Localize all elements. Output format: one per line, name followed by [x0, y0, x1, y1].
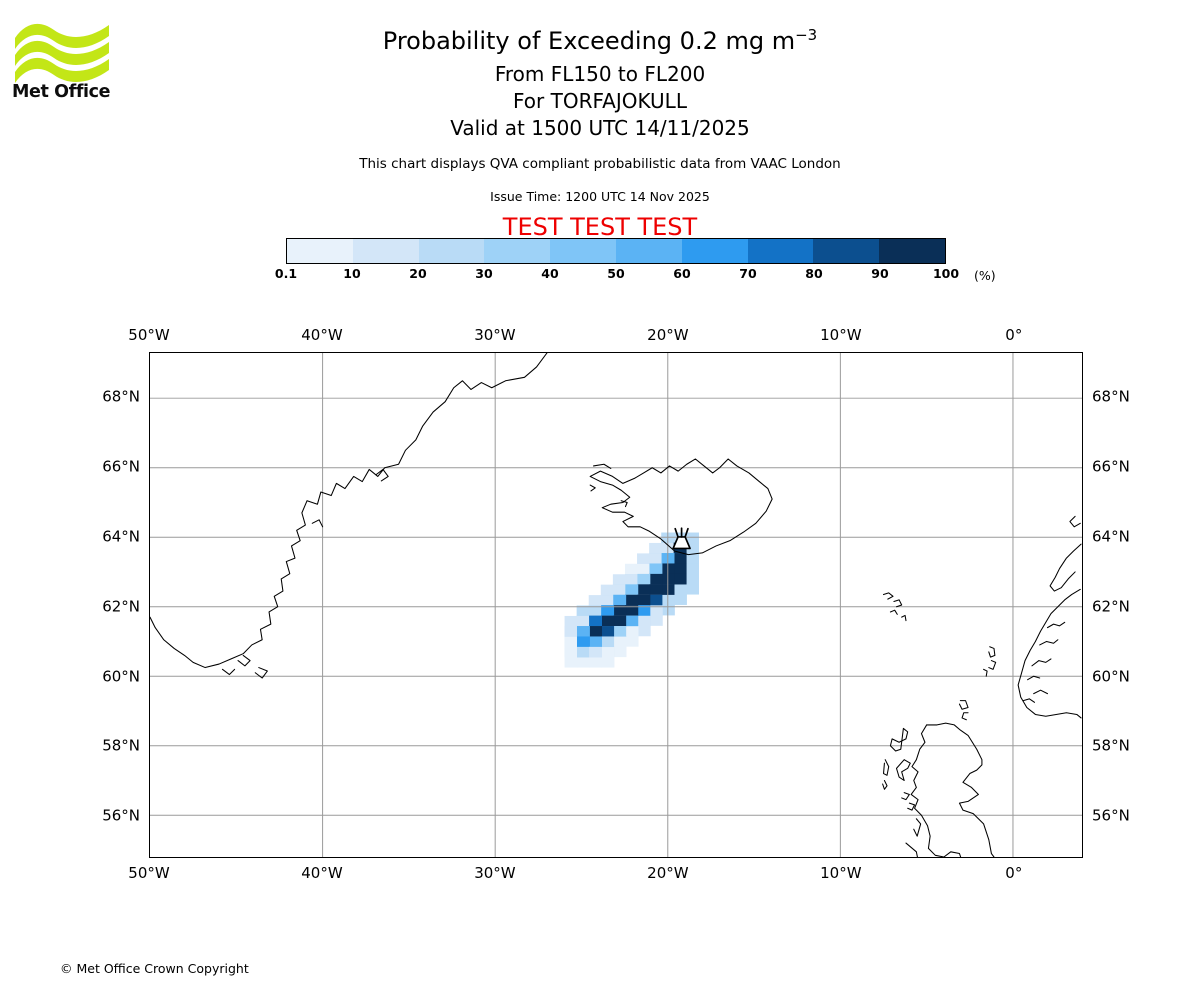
lat-tick-right-64°N: 64°N — [1092, 527, 1130, 546]
lon-tick-bottom-10°W: 10°W — [820, 864, 862, 882]
lon-tick-top-40°W: 40°W — [301, 326, 343, 344]
volcano-name-line: For TORFAJOKULL — [513, 89, 687, 113]
colorbar-segment-2 — [418, 239, 485, 263]
colorbar-tick-labels: 0.1 10 20 30 40 50 60 70 80 90 100 — [275, 266, 959, 284]
colorbar-segment-3 — [484, 239, 551, 263]
lon-tick-top-10°W: 10°W — [820, 326, 862, 344]
colorbar-tick-70: 70 — [739, 266, 757, 281]
colorbar-segment-7 — [747, 239, 814, 263]
lat-tick-right-60°N: 60°N — [1092, 667, 1130, 686]
lat-tick-left-58°N: 58°N — [102, 736, 140, 755]
colorbar-tick-100: 100 — [932, 266, 960, 281]
lon-tick-bottom-20°W: 20°W — [647, 864, 689, 882]
ash-probability-halo — [564, 532, 699, 668]
lat-tick-left-66°N: 66°N — [102, 457, 140, 476]
lon-tick-bottom-0°: 0° — [1005, 864, 1023, 882]
colorbar-tick-30: 30 — [475, 266, 493, 281]
copyright-footer: © Met Office Crown Copyright — [60, 961, 249, 976]
colorbar-segment-4 — [550, 239, 616, 263]
lat-tick-right-58°N: 58°N — [1092, 736, 1130, 755]
colorbar-gradient — [286, 238, 946, 264]
lon-tick-bottom-50°W: 50°W — [128, 864, 170, 882]
lon-tick-top-0°: 0° — [1005, 326, 1023, 344]
lon-tick-top-30°W: 30°W — [474, 326, 516, 344]
colorbar-segment-9 — [879, 239, 945, 263]
lat-tick-right-68°N: 68°N — [1092, 387, 1130, 406]
colorbar-tick-20: 20 — [409, 266, 427, 281]
issue-time: Issue Time: 1200 UTC 14 Nov 2025 — [490, 189, 710, 204]
colorbar-units: (%) — [974, 268, 996, 283]
lat-tick-right-56°N: 56°N — [1092, 806, 1130, 825]
colorbar-segment-5 — [615, 239, 682, 263]
lat-tick-left-64°N: 64°N — [102, 527, 140, 546]
test-banner: TEST TEST TEST — [502, 213, 698, 241]
colorbar-segment-6 — [681, 239, 748, 263]
colorbar-segment-1 — [352, 239, 419, 263]
lon-tick-top-20°W: 20°W — [647, 326, 689, 344]
lon-tick-bottom-30°W: 30°W — [474, 864, 516, 882]
colorbar-segment-8 — [813, 239, 880, 263]
map-plot-area[interactable] — [149, 352, 1083, 858]
flight-level-range: From FL150 to FL200 — [494, 62, 706, 86]
page-title-exponent: −3 — [795, 26, 818, 44]
colorbar-tick-60: 60 — [673, 266, 691, 281]
lat-tick-left-60°N: 60°N — [102, 667, 140, 686]
page-title: Probability of Exceeding 0.2 mg m−3 — [0, 26, 1200, 55]
colorbar-tick-90: 90 — [871, 266, 889, 281]
qva-note: This chart displays QVA compliant probab… — [359, 156, 841, 172]
colorbar-tick-40: 40 — [541, 266, 559, 281]
met-office-brand-text: Met Office — [12, 82, 111, 102]
map-gridlines — [150, 353, 1082, 857]
lon-tick-top-50°W: 50°W — [128, 326, 170, 344]
lat-tick-right-62°N: 62°N — [1092, 597, 1130, 616]
ash-probability-cells — [564, 532, 699, 668]
lon-tick-bottom-40°W: 40°W — [301, 864, 343, 882]
colorbar — [286, 238, 946, 264]
coastlines — [150, 353, 1082, 857]
met-office-waves-icon — [15, 23, 109, 83]
colorbar-tick-50: 50 — [607, 266, 625, 281]
valid-time-line: Valid at 1500 UTC 14/11/2025 — [450, 116, 750, 140]
lat-tick-left-68°N: 68°N — [102, 387, 140, 406]
map-canvas — [150, 353, 1082, 857]
colorbar-tick-10: 10 — [343, 266, 361, 281]
lat-tick-right-66°N: 66°N — [1092, 457, 1130, 476]
colorbar-tick-80: 80 — [805, 266, 823, 281]
lat-tick-left-62°N: 62°N — [102, 597, 140, 616]
volcano-marker-icon — [672, 527, 691, 550]
lat-tick-left-56°N: 56°N — [102, 806, 140, 825]
page-title-text: Probability of Exceeding 0.2 mg m — [382, 27, 796, 55]
colorbar-segment-0 — [287, 239, 353, 263]
colorbar-tick-0.1: 0.1 — [274, 266, 298, 281]
met-office-logo: Met Office — [12, 22, 112, 114]
